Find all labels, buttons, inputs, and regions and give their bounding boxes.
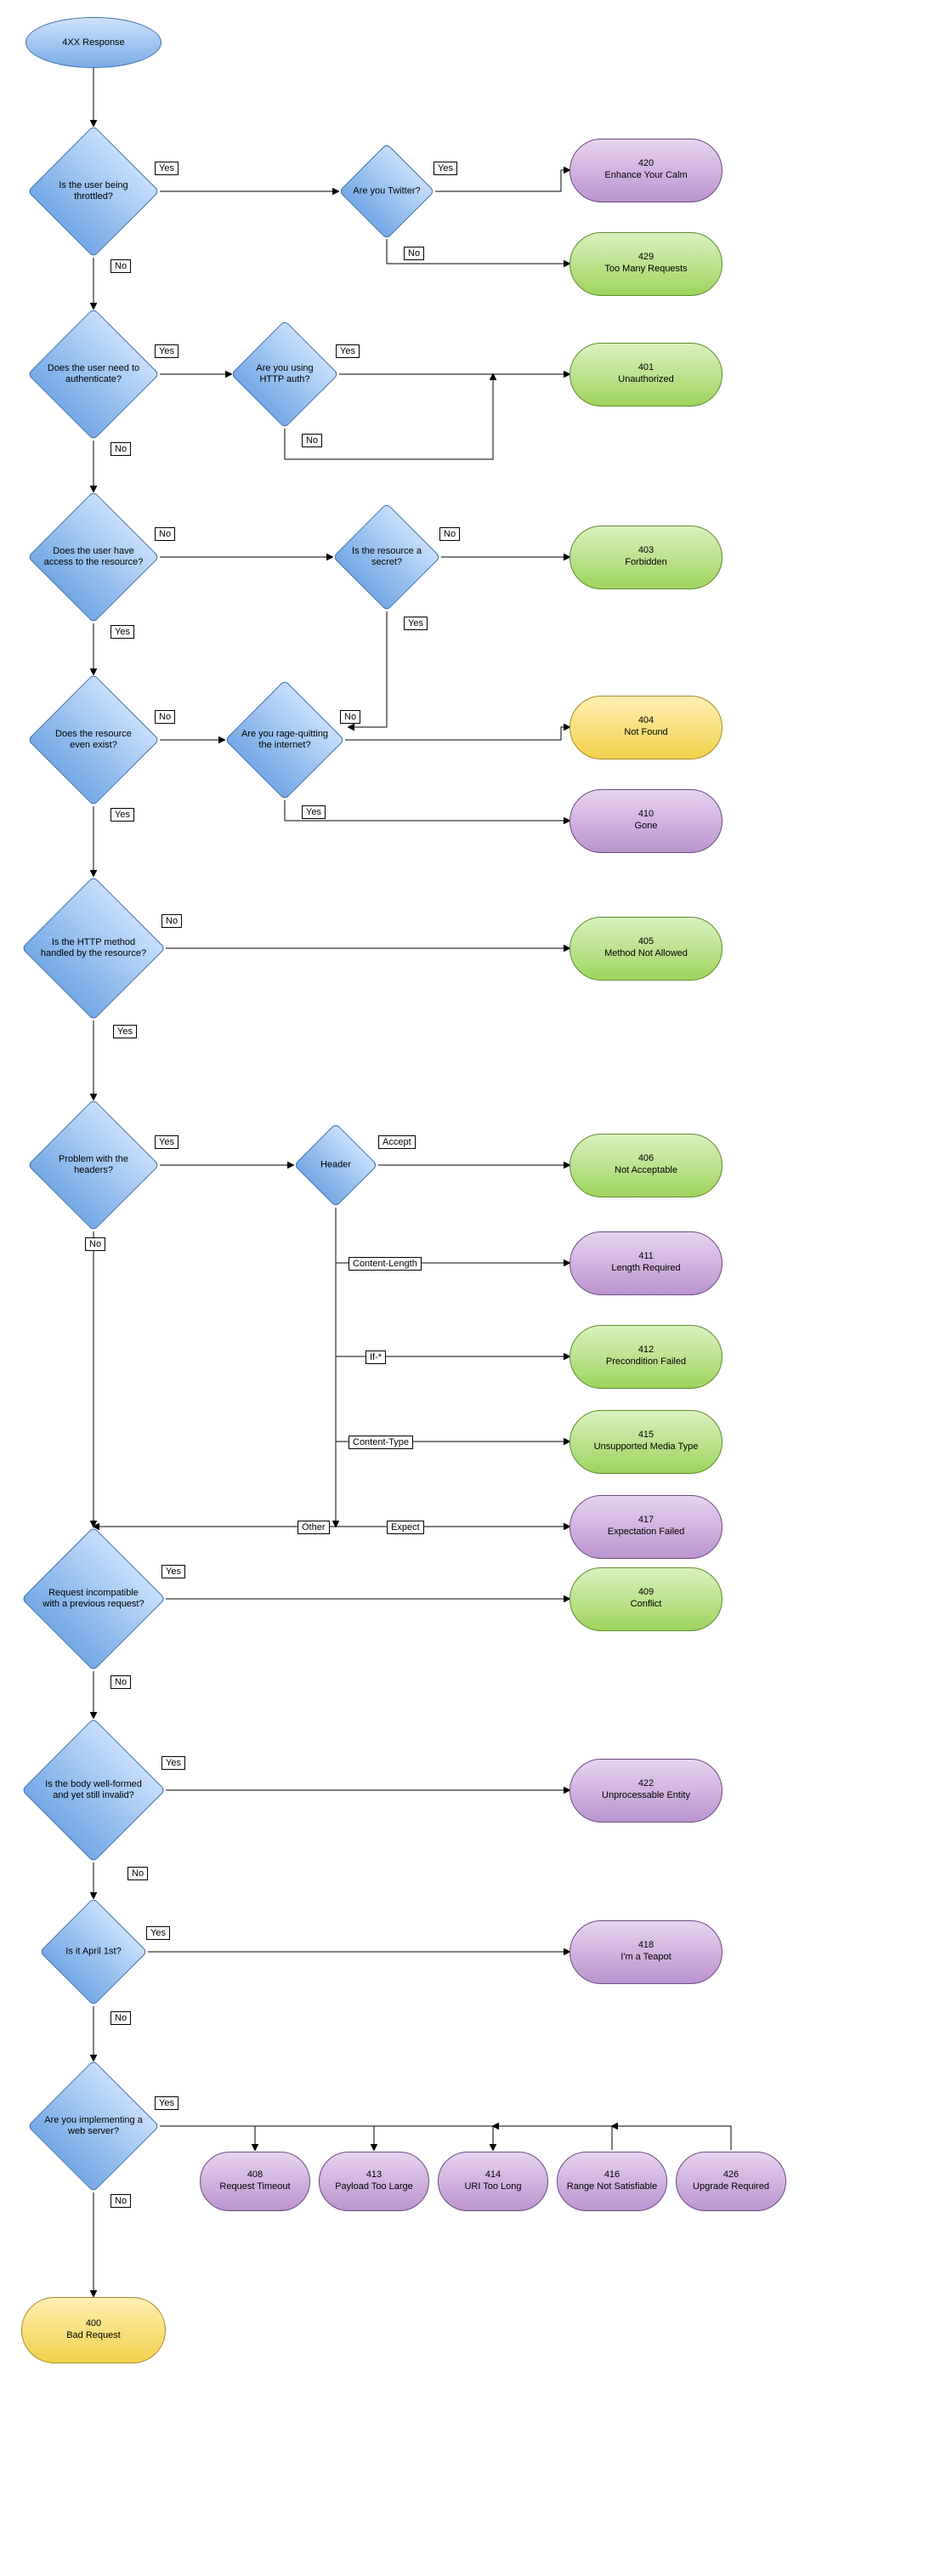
edge-label-ragequit_no: No: [340, 710, 360, 724]
result-415-label: 415Unsupported Media Type: [594, 1430, 699, 1453]
decision-headers-label: Problem with the headers?: [51, 1154, 136, 1176]
result-400: 400Bad Request: [21, 2297, 166, 2363]
result-413-label: 413Payload Too Large: [335, 2169, 413, 2193]
decision-method-label: Is the HTTP method handled by the resour…: [38, 937, 149, 959]
edge-label-april_no: No: [110, 2011, 131, 2025]
edge-label-secret_no: No: [439, 527, 460, 541]
result-401-label: 401Unauthorized: [618, 362, 673, 386]
decision-httpauth-label: Are you using HTTP auth?: [245, 363, 326, 385]
edge-label-ragequit_yes: Yes: [302, 805, 326, 819]
result-409: 409Conflict: [570, 1567, 722, 1631]
edge-label-april_yes: Yes: [146, 1926, 170, 1940]
edge-label-header_cl: Content-Length: [348, 1257, 422, 1271]
edge-label-incompat_yes: Yes: [162, 1565, 185, 1578]
result-418: 418I'm a Teapot: [570, 1920, 722, 1984]
result-403-label: 403Forbidden: [625, 545, 667, 569]
result-411: 411Length Required: [570, 1231, 722, 1295]
edge-label-header_other: Other: [298, 1521, 330, 1534]
decision-throttled-label: Is the user being throttled?: [51, 180, 136, 202]
edge-label-exist_yes: Yes: [110, 808, 134, 822]
edge-label-twitter_yes: Yes: [434, 162, 457, 175]
edge-label-auth_yes: Yes: [155, 344, 178, 358]
decision-ragequit-label: Are you rage-quitting the internet?: [238, 729, 332, 751]
result-417: 417Expectation Failed: [570, 1495, 722, 1559]
result-415: 415Unsupported Media Type: [570, 1410, 722, 1474]
edge-label-header_if: If-*: [366, 1351, 386, 1364]
result-408: 408Request Timeout: [200, 2152, 310, 2211]
result-414: 414URI Too Long: [438, 2152, 548, 2211]
edge-label-header_accept: Accept: [378, 1135, 416, 1149]
decision-body-label: Is the body well-formed and yet still in…: [42, 1779, 144, 1801]
result-426-label: 426Upgrade Required: [693, 2169, 769, 2193]
decision-april-label: Is it April 1st?: [55, 1946, 132, 1957]
edge-label-body_no: No: [128, 1867, 148, 1880]
result-404-label: 404Not Found: [624, 715, 667, 739]
decision-incompat-label: Request incompatible with a previous req…: [41, 1588, 147, 1610]
result-426: 426Upgrade Required: [676, 2152, 786, 2211]
decision-exist-label: Does the resource even exist?: [51, 729, 136, 751]
result-405-label: 405Method Not Allowed: [604, 936, 688, 960]
result-429-label: 429Too Many Requests: [604, 252, 687, 276]
edge: [160, 2126, 493, 2150]
edge-label-auth_no: No: [110, 442, 131, 456]
edge: [345, 727, 570, 740]
edge-label-throttled_yes: Yes: [155, 162, 178, 175]
result-409-label: 409Conflict: [631, 1587, 662, 1611]
edge-label-header_exp: Expect: [387, 1521, 424, 1534]
decision-secret-label: Is the resource a secret?: [348, 546, 425, 568]
result-406: 406Not Acceptable: [570, 1134, 722, 1197]
result-412: 412Precondition Failed: [570, 1325, 722, 1389]
decision-twitter-label: Are you Twitter?: [348, 185, 425, 196]
start-node: 4XX Response: [26, 17, 162, 68]
result-403: 403Forbidden: [570, 526, 722, 589]
decision-webserver-label: Are you implementing a web server?: [42, 2115, 144, 2137]
decision-header-label: Header: [306, 1159, 366, 1170]
edge: [285, 800, 570, 821]
result-414-label: 414URI Too Long: [464, 2169, 521, 2193]
edge-label-httpauth_yes: Yes: [336, 344, 360, 358]
result-420: 420Enhance Your Calm: [570, 139, 722, 202]
edge: [493, 2126, 612, 2150]
result-418-label: 418I'm a Teapot: [620, 1940, 671, 1964]
edge-label-access_yes: Yes: [110, 625, 134, 639]
result-406-label: 406Not Acceptable: [615, 1153, 677, 1177]
edge-label-header_ct: Content-Type: [348, 1436, 413, 1449]
result-429: 429Too Many Requests: [570, 232, 722, 296]
edge-label-headers_yes: Yes: [155, 1135, 178, 1149]
edge-label-incompat_no: No: [110, 1675, 131, 1689]
edge-label-headers_no: No: [85, 1237, 105, 1251]
edge-label-twitter_no: No: [404, 247, 424, 260]
result-410-label: 410Gone: [635, 809, 658, 833]
result-405: 405Method Not Allowed: [570, 917, 722, 981]
edge-label-exist_no: No: [155, 710, 175, 724]
edge-label-httpauth_no: No: [302, 434, 322, 447]
edge-label-webserver_yes: Yes: [155, 2096, 178, 2110]
edge-label-body_yes: Yes: [162, 1756, 185, 1770]
decision-auth-label: Does the user need to authenticate?: [47, 363, 140, 385]
edge-label-webserver_no: No: [110, 2194, 131, 2208]
edge-label-method_yes: Yes: [113, 1025, 137, 1038]
edge-label-method_no: No: [162, 914, 182, 928]
result-401: 401Unauthorized: [570, 343, 722, 407]
edge: [612, 2126, 731, 2150]
result-412-label: 412Precondition Failed: [606, 1345, 686, 1368]
result-416: 416Range Not Satisfiable: [557, 2152, 667, 2211]
result-400-label: 400Bad Request: [66, 2318, 121, 2342]
result-416-label: 416Range Not Satisfiable: [567, 2169, 657, 2193]
edge-label-access_no: No: [155, 527, 175, 541]
result-408-label: 408Request Timeout: [219, 2169, 290, 2193]
result-413: 413Payload Too Large: [319, 2152, 429, 2211]
edge-label-secret_yes: Yes: [404, 617, 428, 630]
result-404: 404Not Found: [570, 696, 722, 759]
decision-access-label: Does the user have access to the resourc…: [42, 546, 144, 568]
edge-label-throttled_no: No: [110, 259, 131, 273]
result-417-label: 417Expectation Failed: [608, 1515, 685, 1538]
start-label: 4XX Response: [62, 37, 124, 48]
result-422-label: 422Unprocessable Entity: [602, 1778, 690, 1802]
result-411-label: 411Length Required: [611, 1251, 680, 1275]
result-422: 422Unprocessable Entity: [570, 1759, 722, 1823]
result-410: 410Gone: [570, 789, 722, 853]
result-420-label: 420Enhance Your Calm: [604, 158, 687, 182]
